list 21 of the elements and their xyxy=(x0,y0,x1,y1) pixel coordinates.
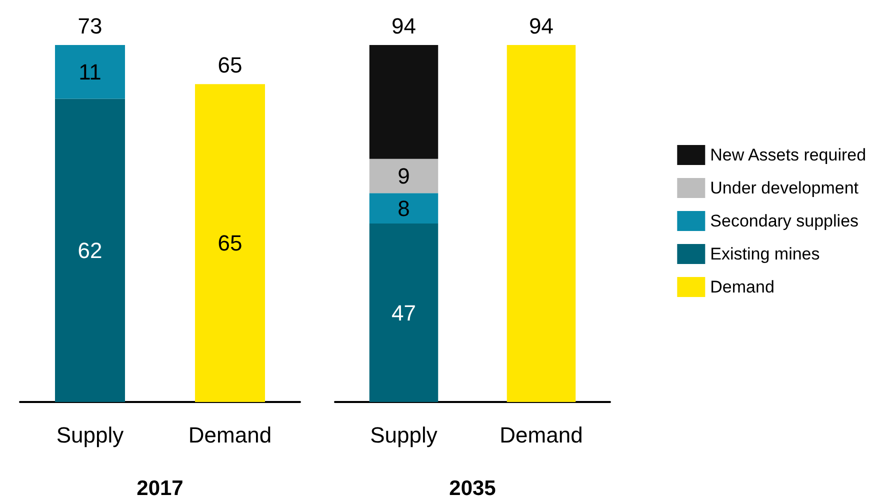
x-tick-label: Demand xyxy=(500,422,583,448)
legend-label: Demand xyxy=(710,278,774,296)
data-label: 65 xyxy=(218,230,242,256)
data-label: 9 xyxy=(398,164,410,189)
x-tick-label: Demand xyxy=(188,422,272,448)
x-axis-title: 2017 xyxy=(136,477,184,500)
total-label: 73 xyxy=(78,14,102,38)
legend-label: New Assets required xyxy=(710,146,866,164)
legend-label: Existing mines xyxy=(710,244,820,264)
total-label: 65 xyxy=(218,52,242,78)
legend-label: Secondary supplies xyxy=(710,212,859,230)
data-label: 8 xyxy=(398,196,410,221)
data-label: 62 xyxy=(78,238,102,263)
x-tick-label: Supply xyxy=(56,422,124,448)
data-label: 11 xyxy=(78,59,102,84)
x-axis-title: 2035 xyxy=(449,477,496,500)
x-tick-label: Supply xyxy=(370,422,438,448)
total-label: 94 xyxy=(529,14,554,38)
total-label: 94 xyxy=(392,14,416,38)
data-label: 47 xyxy=(392,300,416,326)
legend-label: Under development xyxy=(710,178,859,198)
